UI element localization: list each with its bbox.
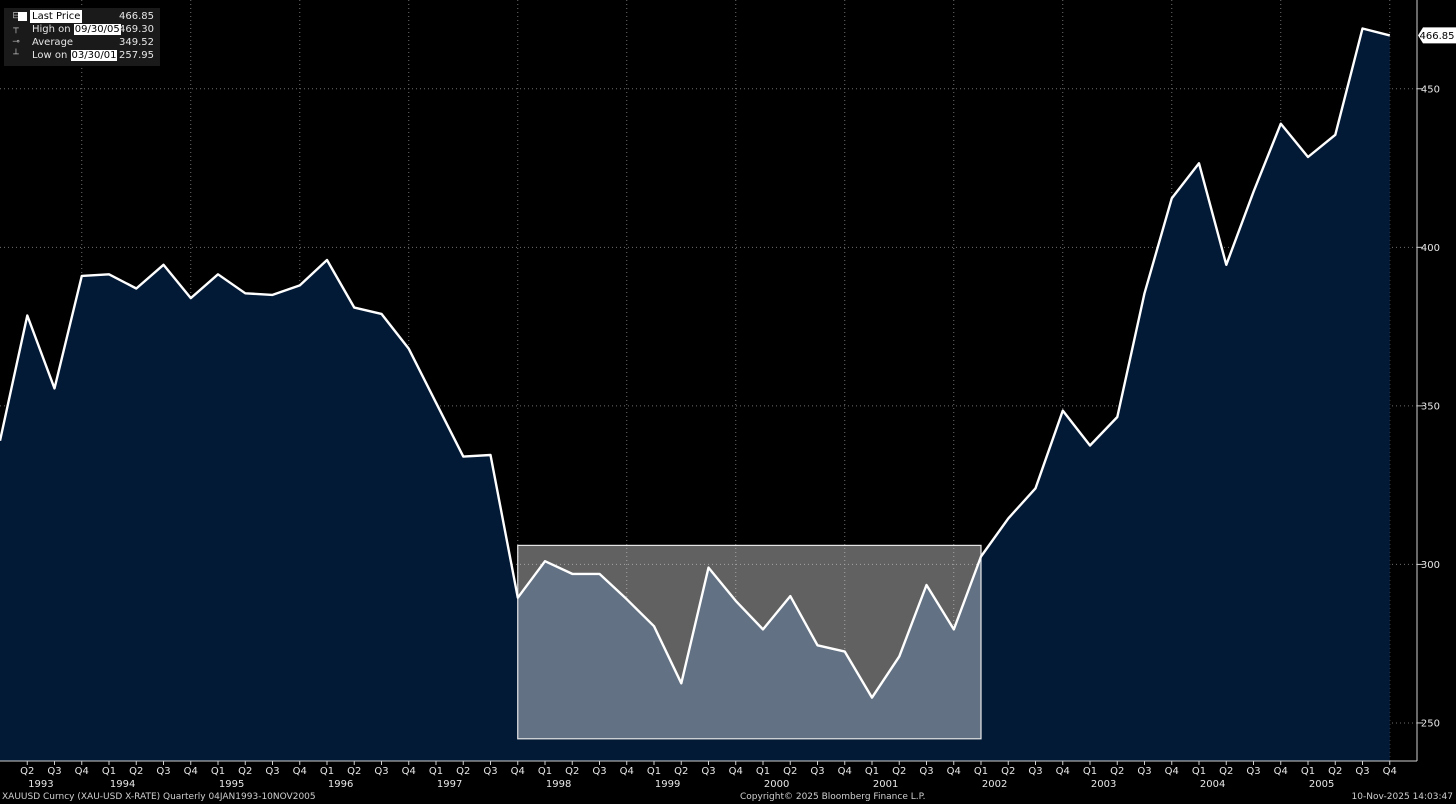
quarter-label: Q4	[402, 766, 416, 777]
quarter-label: Q2	[1110, 766, 1124, 777]
collapse-icon[interactable]: ⊟	[12, 11, 20, 21]
quarter-label: Q1	[320, 766, 334, 777]
year-label: 1994	[110, 779, 135, 790]
year-label: 1998	[546, 779, 571, 790]
year-label: 2000	[764, 779, 789, 790]
last-price-tag-label: 466.85	[1420, 31, 1455, 42]
quarter-label: Q3	[47, 766, 61, 777]
low-marker-icon: ┴	[13, 50, 19, 60]
quarter-label: Q1	[429, 766, 443, 777]
quarter-label: Q3	[810, 766, 824, 777]
quarter-label: Q3	[592, 766, 606, 777]
x-axis: Q2 Q3 Q4 Q1 Q2 Q3 Q4 Q1 Q2 Q3 Q4 Q1 Q2 Q3 Q4 Q1 Q2 Q3 Q4 Q1…	[0, 760, 1417, 790]
quarter-label: Q4	[947, 766, 961, 777]
legend-label: Average	[32, 37, 74, 48]
quarter-label: Q3	[374, 766, 388, 777]
y-tick-label: 350	[1421, 401, 1440, 412]
year-label: 2003	[1091, 779, 1116, 790]
quarter-label: Q4	[184, 766, 198, 777]
quarter-label: Q1	[102, 766, 116, 777]
quarter-label: Q1	[1301, 766, 1315, 777]
year-label: 2002	[982, 779, 1007, 790]
quarter-label: Q2	[129, 766, 143, 777]
year-label: 1993	[28, 779, 53, 790]
quarter-label: Q3	[1246, 766, 1260, 777]
legend-row-average: ⊸ Average 349.52	[4, 36, 160, 49]
quarter-label: Q2	[1219, 766, 1233, 777]
quarter-label: Q3	[919, 766, 933, 777]
footer-copyright: Copyright© 2025 Bloomberg Finance L.P.	[740, 792, 926, 802]
y-tick-label: 400	[1421, 243, 1440, 254]
legend-row-low: ┴ Low on 03/30/01 257.95	[4, 49, 160, 62]
year-label: 1995	[219, 779, 244, 790]
quarter-label: Q2	[238, 766, 252, 777]
price-area-fill	[0, 28, 1390, 761]
quarter-label: Q1	[974, 766, 988, 777]
quarter-label: Q2	[892, 766, 906, 777]
y-tick-label: 250	[1421, 718, 1440, 729]
quarter-label: Q3	[483, 766, 497, 777]
year-label: 1999	[655, 779, 680, 790]
quarter-label: Q1	[756, 766, 770, 777]
quarter-label: Q4	[75, 766, 89, 777]
legend-value: 466.85	[119, 11, 154, 22]
quarter-label: Q4	[1056, 766, 1070, 777]
quarter-label: Q1	[1083, 766, 1097, 777]
high-marker-icon: ┬	[13, 24, 19, 34]
last-price-tag: 466.85	[1418, 27, 1456, 44]
year-label: 2005	[1309, 779, 1334, 790]
year-label: 2004	[1200, 779, 1225, 790]
year-label: 1997	[437, 779, 462, 790]
legend-value: 469.30	[119, 24, 154, 35]
legend-label: High on 09/30/05	[32, 24, 121, 35]
quarter-label: Q4	[1274, 766, 1288, 777]
footer-security: XAUUSD Curncy (XAU-USD X-RATE) Quarterly…	[2, 792, 316, 802]
price-line	[0, 27, 1391, 699]
quarter-label: Q2	[1328, 766, 1342, 777]
quarter-label: Q4	[729, 766, 743, 777]
quarter-label: Q2	[565, 766, 579, 777]
legend-row-last-price: ⊟ Last Price 466.85	[4, 10, 160, 23]
y-tick-label: 450	[1421, 84, 1440, 95]
footer-timestamp: 10-Nov-2025 14:03:47	[1351, 792, 1453, 802]
year-label: 2001	[873, 779, 898, 790]
quarter-label: Q2	[20, 766, 34, 777]
quarter-label: Q3	[701, 766, 715, 777]
quarter-label: Q2	[347, 766, 361, 777]
legend-label: Low on 03/30/01	[32, 50, 118, 61]
average-marker-icon: ⊸	[12, 37, 20, 47]
quarter-label: Q1	[538, 766, 552, 777]
quarter-label: Q1	[1192, 766, 1206, 777]
quarter-label: Q2	[1001, 766, 1015, 777]
quarter-label: Q1	[865, 766, 879, 777]
last-price-tag-shape	[1418, 27, 1456, 44]
y-axis-background	[1417, 0, 1456, 761]
quarter-label: Q1	[647, 766, 661, 777]
y-axis: 250 300 350 400 450	[1416, 0, 1456, 761]
quarter-label: Q4	[293, 766, 307, 777]
quarter-label: Q2	[456, 766, 470, 777]
legend: ⊟ Last Price 466.85 ┬ High on 09/30/05 4…	[4, 8, 160, 66]
quarter-label: Q4	[838, 766, 852, 777]
quarter-label: Q4	[620, 766, 634, 777]
quarter-label: Q2	[674, 766, 688, 777]
quarter-label: Q3	[1028, 766, 1042, 777]
quarter-label: Q3	[1355, 766, 1369, 777]
legend-row-high: ┬ High on 09/30/05 469.30	[4, 23, 160, 36]
quarter-label: Q3	[265, 766, 279, 777]
quarter-label: Q3	[156, 766, 170, 777]
quarter-label: Q2	[783, 766, 797, 777]
series-color-swatch	[18, 12, 27, 21]
legend-value: 257.95	[119, 50, 154, 61]
quarter-label: Q4	[1383, 766, 1397, 777]
y-tick-label: 300	[1421, 560, 1440, 571]
quarter-label: Q3	[1137, 766, 1151, 777]
year-label: 1996	[328, 779, 353, 790]
quarter-label: Q1	[211, 766, 225, 777]
quarter-label: Q4	[511, 766, 525, 777]
legend-label: Last Price	[30, 10, 83, 23]
legend-value: 349.52	[119, 37, 154, 48]
quarter-label: Q4	[1165, 766, 1179, 777]
